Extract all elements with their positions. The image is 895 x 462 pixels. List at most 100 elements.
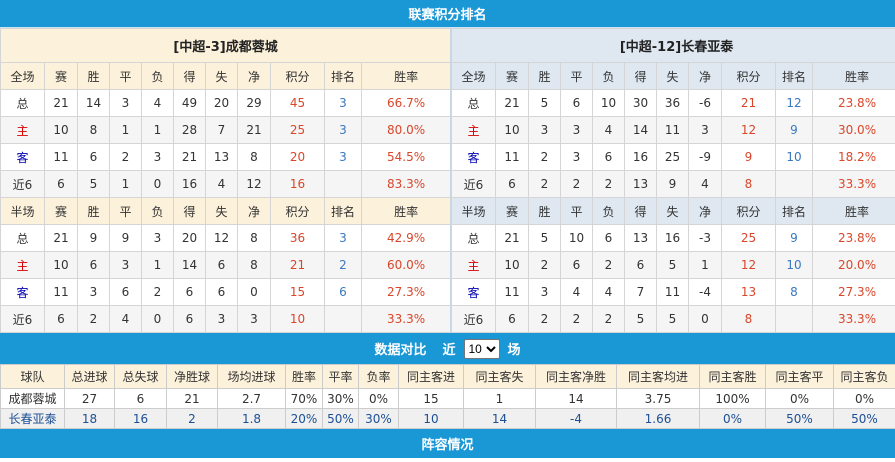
row-label: 客 <box>451 143 496 171</box>
row-label: 近6 <box>0 305 45 333</box>
stat-cell: 4 <box>592 116 625 144</box>
lineup-title: 阵容情况 <box>421 438 474 453</box>
table-row: 成都蓉城 27 6 21 2.7 70% 30% 0% 15 1 14 3.75 100% 0% 0% <box>0 388 895 409</box>
stat-cell: 3 <box>324 116 362 144</box>
home-team-standings: [中超-3]成都蓉城 全场赛胜平负得失净积分 排名 胜率总 21 14 3 4 49 20 29 45… <box>0 28 452 333</box>
stat-cell: 4 <box>109 305 142 333</box>
column-header: 胜率 <box>360 197 452 225</box>
stat-cell: 6 <box>109 278 142 306</box>
column-header: 同主客平 <box>765 364 834 389</box>
stat-cell: 2 <box>592 170 625 198</box>
stat-cell: 13 <box>624 224 657 252</box>
section-label: 全场 <box>451 62 496 90</box>
stat-cell: 2 <box>141 278 174 306</box>
table-row: 客 11 3 4 4 7 11 -4 13 8 27.3% <box>451 278 895 306</box>
column-header: 平 <box>560 62 593 90</box>
stat-cell: 0% <box>358 388 399 409</box>
stat-cell: 3 <box>109 89 142 117</box>
stat-cell: 3 <box>528 116 561 144</box>
table-row: 主 10 3 3 4 14 11 3 12 9 30.0% <box>451 116 895 144</box>
stat-cell: 0 <box>237 278 271 306</box>
stat-cell: 1 <box>109 116 142 144</box>
stat-cell: 25 <box>270 116 325 144</box>
stat-cell: 16 <box>114 408 167 429</box>
column-header: 净 <box>688 197 722 225</box>
column-header: 赛 <box>44 62 78 90</box>
stat-cell: 25 <box>721 224 776 252</box>
stat-cell: 10 <box>398 408 464 429</box>
stat-cell: 7 <box>205 116 238 144</box>
stat-cell: 42.9% <box>360 224 452 252</box>
column-header: 胜 <box>528 62 561 90</box>
stat-cell: 10 <box>270 305 325 333</box>
column-header: 负 <box>592 62 625 90</box>
stat-cell: 8 <box>237 224 271 252</box>
stat-cell: 5 <box>624 305 657 333</box>
table-row: 总 21 5 6 10 30 36 -6 21 12 23.8% <box>451 89 895 117</box>
column-header: 胜率 <box>285 364 323 389</box>
stat-cell: -3 <box>688 224 722 252</box>
column-header: 失 <box>205 62 238 90</box>
stat-cell: 6 <box>77 251 110 279</box>
stat-cell: 0% <box>765 388 834 409</box>
stat-cell: 3 <box>688 116 722 144</box>
stat-cell: 2 <box>166 408 218 429</box>
stat-cell: 16 <box>173 170 206 198</box>
stat-cell: 6 <box>173 278 206 306</box>
stat-cell: 14 <box>624 116 657 144</box>
stat-cell: 2 <box>528 143 561 171</box>
stat-cell: 3.75 <box>616 388 700 409</box>
column-header: 胜 <box>77 62 110 90</box>
stat-cell: 9 <box>77 224 110 252</box>
stat-cell: 10 <box>44 116 78 144</box>
stat-cell: 3 <box>560 143 593 171</box>
stat-cell: 27 <box>64 388 115 409</box>
stat-cell: 6 <box>495 170 529 198</box>
stat-cell: 36 <box>656 89 689 117</box>
table-row: 总 21 5 10 6 13 16 -3 25 9 23.8% <box>451 224 895 252</box>
stat-cell: 12 <box>775 89 813 117</box>
stat-cell: 1.66 <box>616 408 700 429</box>
stat-cell: 2 <box>77 305 110 333</box>
standings-title: 联赛积分排名 <box>408 8 487 23</box>
stat-cell: 6 <box>173 305 206 333</box>
stat-cell: 2 <box>528 305 561 333</box>
table-row: 主 10 2 6 2 6 5 1 12 10 20.0% <box>451 251 895 279</box>
column-header: 胜 <box>77 197 110 225</box>
stat-cell: 11 <box>44 143 78 171</box>
stat-cell: 30 <box>624 89 657 117</box>
stat-cell: 50% <box>765 408 834 429</box>
column-header: 失 <box>656 197 689 225</box>
column-header: 同主客失 <box>463 364 536 389</box>
stat-cell: 6 <box>44 305 78 333</box>
stat-cell: 21 <box>173 143 206 171</box>
column-header: 积分 <box>721 62 776 90</box>
stat-cell: 12 <box>721 116 776 144</box>
stat-cell: 10 <box>775 143 813 171</box>
table-row: 总 21 9 9 3 20 12 8 36 3 42.9% <box>0 224 452 252</box>
column-header: 排名 <box>324 197 362 225</box>
stat-cell: 2 <box>560 170 593 198</box>
stat-cell: 8 <box>721 305 776 333</box>
stat-cell: 0 <box>141 170 174 198</box>
stat-cell: 6 <box>495 305 529 333</box>
stat-cell: 6 <box>624 251 657 279</box>
column-header: 赛 <box>495 197 529 225</box>
stat-cell: 3 <box>528 278 561 306</box>
stat-cell: 3 <box>77 278 110 306</box>
column-header: 排名 <box>775 62 813 90</box>
stat-cell: 9 <box>775 116 813 144</box>
standings: [中超-3]成都蓉城 全场赛胜平负得失净积分 排名 胜率总 21 14 3 4 49 20 29 45… <box>0 27 895 333</box>
compare-title-bar: 数据对比 近 10 场 <box>0 333 895 364</box>
stat-cell: 36 <box>270 224 325 252</box>
recent-matches-select[interactable]: 10 <box>463 338 500 359</box>
stat-cell: 12 <box>721 251 776 279</box>
stat-cell: -4 <box>688 278 722 306</box>
stat-cell: 0 <box>688 305 722 333</box>
stat-cell: 5 <box>656 251 689 279</box>
table-row: 长春亚泰 18 16 2 1.8 20% 50% 30% 10 14 -4 1.66 0% 50% 50% <box>0 408 895 429</box>
column-header: 同主客净胜 <box>535 364 617 389</box>
stat-cell: 5 <box>528 224 561 252</box>
table-row: 近6 6 2 2 2 13 9 4 8 33.3% <box>451 170 895 198</box>
stat-cell: 10 <box>560 224 593 252</box>
